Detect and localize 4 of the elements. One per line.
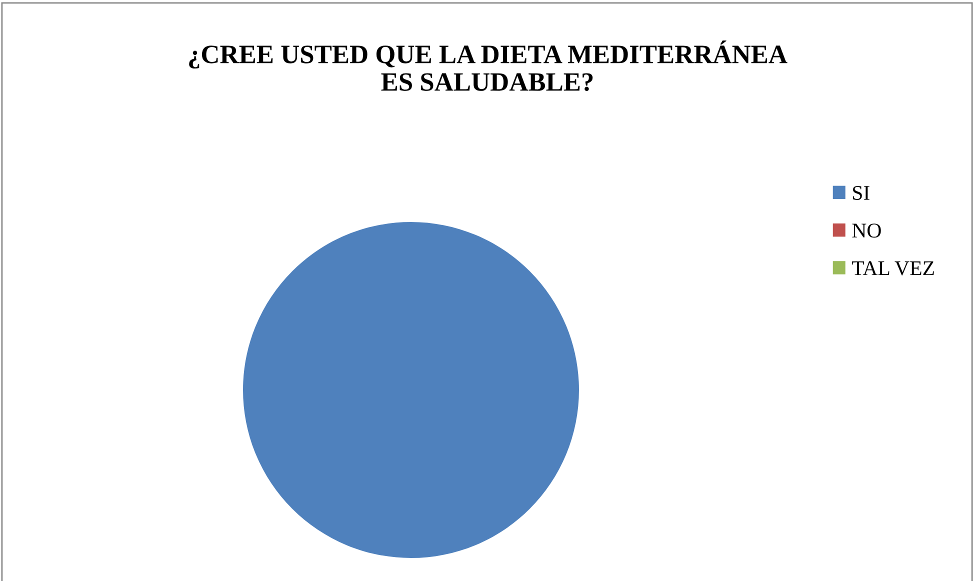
- legend-label: TAL VEZ: [852, 261, 934, 276]
- legend-label: NO: [852, 224, 881, 238]
- legend-label: SI: [853, 186, 870, 200]
- chart-title: ¿CREE USTED QUE LA DIETA MEDITERRÁNEA ES SALUDABLE?: [189, 40, 788, 92]
